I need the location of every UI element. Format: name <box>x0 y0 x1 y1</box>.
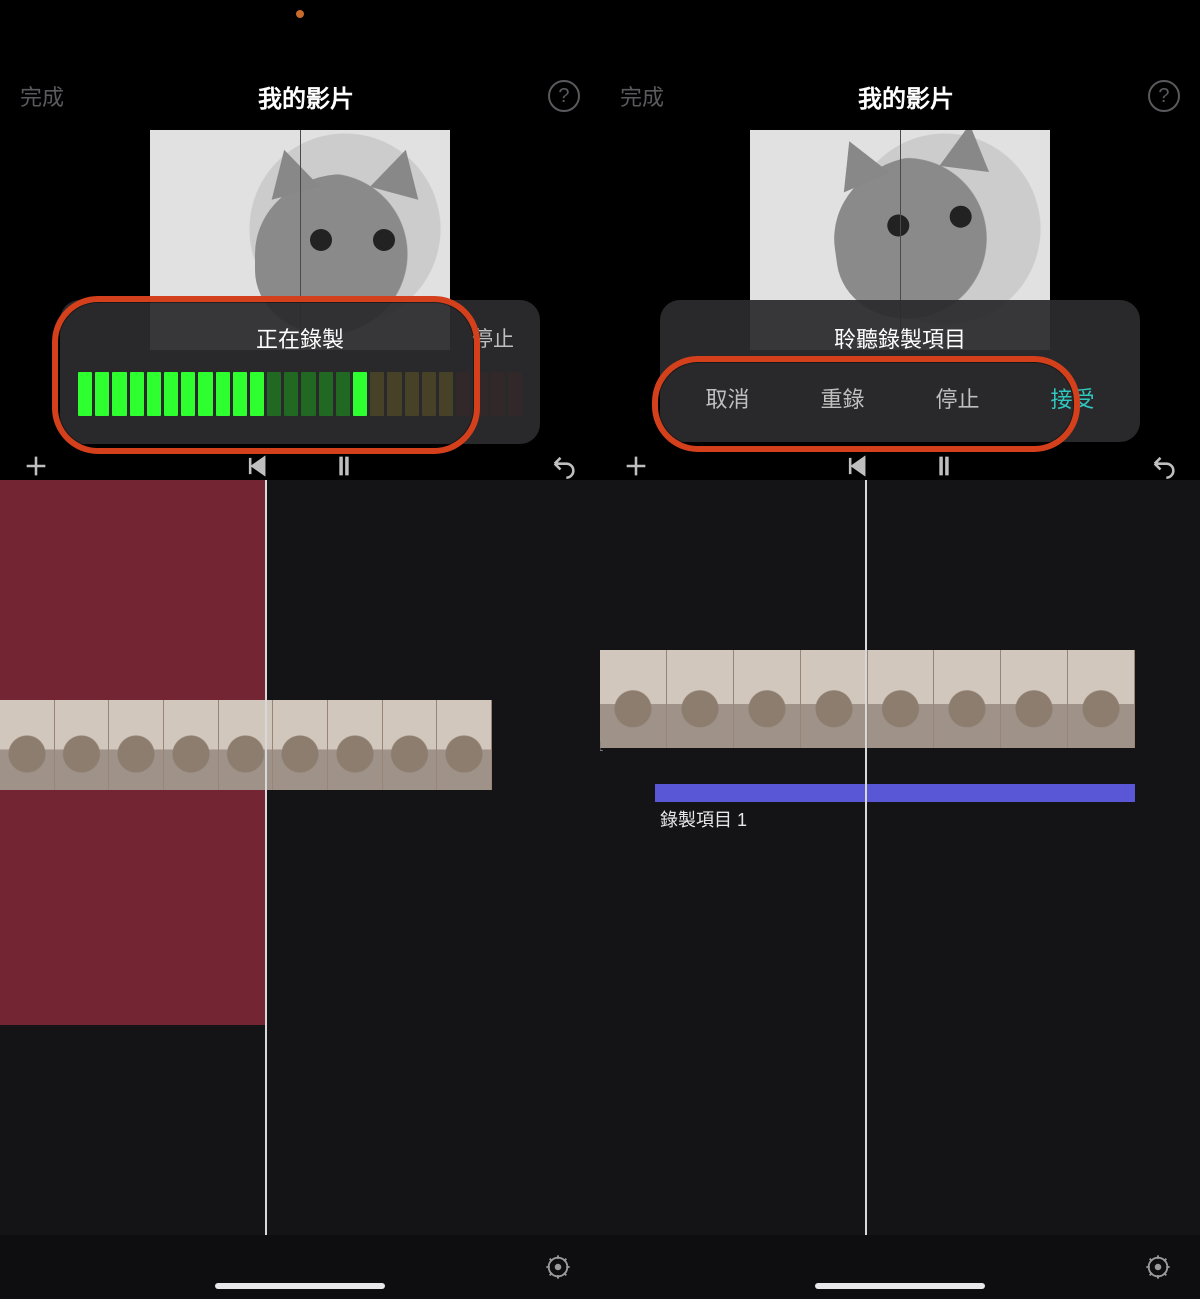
clip-thumbnail <box>109 700 164 790</box>
meter-segment <box>130 372 144 416</box>
done-button[interactable]: 完成 <box>620 80 664 112</box>
stop-button[interactable]: 停止 <box>472 323 514 353</box>
screen-right: 完成 我的影片 ? 聆聽錄製項目 取消 重錄 停止 接受 <box>600 0 1200 1299</box>
time-marker-label: 21 <box>600 738 604 754</box>
accept-button[interactable]: 接受 <box>1050 382 1094 414</box>
meter-segment <box>387 372 401 416</box>
meter-segment <box>508 372 522 416</box>
meter-segment <box>147 372 161 416</box>
timeline[interactable] <box>0 480 600 1239</box>
rerecord-button[interactable]: 重錄 <box>820 382 864 414</box>
clip-thumbnail <box>934 650 1001 748</box>
meter-segment <box>216 372 230 416</box>
clip-thumbnail <box>55 700 110 790</box>
add-icon[interactable] <box>622 452 650 480</box>
meter-segment <box>250 372 264 416</box>
editor-toolbar <box>600 443 1200 489</box>
gear-icon[interactable] <box>1144 1253 1172 1281</box>
review-title-label: 聆聽錄製項目 <box>670 322 1130 354</box>
add-icon[interactable] <box>22 452 50 480</box>
audio-level-meter <box>78 372 522 416</box>
clip-thumbnail <box>164 700 219 790</box>
meter-segment <box>267 372 281 416</box>
meter-segment <box>336 372 350 416</box>
page-title: 我的影片 <box>858 79 954 114</box>
undo-icon[interactable] <box>550 452 578 480</box>
home-indicator <box>815 1283 985 1289</box>
meter-segment <box>198 372 212 416</box>
playhead-icon[interactable] <box>265 480 267 1239</box>
screen-left: 完成 我的影片 ? 正在錄製 停止 <box>0 0 600 1299</box>
clip-thumbnail <box>667 650 734 748</box>
recording-popover: 正在錄製 停止 <box>60 300 540 444</box>
clip-thumbnail <box>734 650 801 748</box>
clip-thumbnail <box>1068 650 1135 748</box>
clip-thumbnail <box>437 700 492 790</box>
skip-back-icon[interactable] <box>242 452 270 480</box>
editor-toolbar <box>0 443 600 489</box>
clip-thumbnail <box>273 700 328 790</box>
help-icon[interactable]: ? <box>548 80 580 112</box>
meter-segment <box>319 372 333 416</box>
meter-segment <box>439 372 453 416</box>
audio-track[interactable] <box>655 784 1135 802</box>
recording-status-label: 正在錄製 <box>256 322 344 354</box>
timeline[interactable]: 21 錄製項目 1 <box>600 480 1200 1239</box>
meter-segment <box>233 372 247 416</box>
pause-icon[interactable] <box>930 452 958 480</box>
video-clip-strip[interactable] <box>600 650 1135 748</box>
meter-segment <box>112 372 126 416</box>
clip-thumbnail <box>383 700 438 790</box>
help-icon[interactable]: ? <box>1148 80 1180 112</box>
clip-thumbnail <box>328 700 383 790</box>
meter-segment <box>405 372 419 416</box>
meter-segment <box>473 372 487 416</box>
skip-back-icon[interactable] <box>842 452 870 480</box>
video-clip-strip[interactable] <box>0 700 492 790</box>
meter-segment <box>284 372 298 416</box>
cancel-button[interactable]: 取消 <box>705 382 749 414</box>
gear-icon[interactable] <box>544 1253 572 1281</box>
header: 完成 我的影片 ? <box>0 70 600 122</box>
meter-segment <box>301 372 315 416</box>
recording-dot-icon <box>296 10 304 18</box>
bottom-bar <box>600 1235 1200 1299</box>
meter-segment <box>491 372 505 416</box>
meter-segment <box>95 372 109 416</box>
undo-icon[interactable] <box>1150 452 1178 480</box>
clip-thumbnail <box>868 650 935 748</box>
home-indicator <box>215 1283 385 1289</box>
meter-segment <box>353 372 367 416</box>
clip-thumbnail <box>600 650 667 748</box>
page-title: 我的影片 <box>258 79 354 114</box>
meter-segment <box>164 372 178 416</box>
clip-thumbnail <box>1001 650 1068 748</box>
bottom-bar <box>0 1235 600 1299</box>
stop-button[interactable]: 停止 <box>935 382 979 414</box>
audio-track-label: 錄製項目 1 <box>660 806 747 832</box>
done-button[interactable]: 完成 <box>20 80 64 112</box>
meter-segment <box>78 372 92 416</box>
meter-segment <box>456 372 470 416</box>
meter-segment <box>422 372 436 416</box>
review-popover: 聆聽錄製項目 取消 重錄 停止 接受 <box>660 300 1140 442</box>
pause-icon[interactable] <box>330 452 358 480</box>
meter-segment <box>370 372 384 416</box>
clip-thumbnail <box>801 650 868 748</box>
playhead-icon[interactable] <box>865 480 867 1239</box>
meter-segment <box>181 372 195 416</box>
clip-thumbnail <box>0 700 55 790</box>
header: 完成 我的影片 ? <box>600 70 1200 122</box>
